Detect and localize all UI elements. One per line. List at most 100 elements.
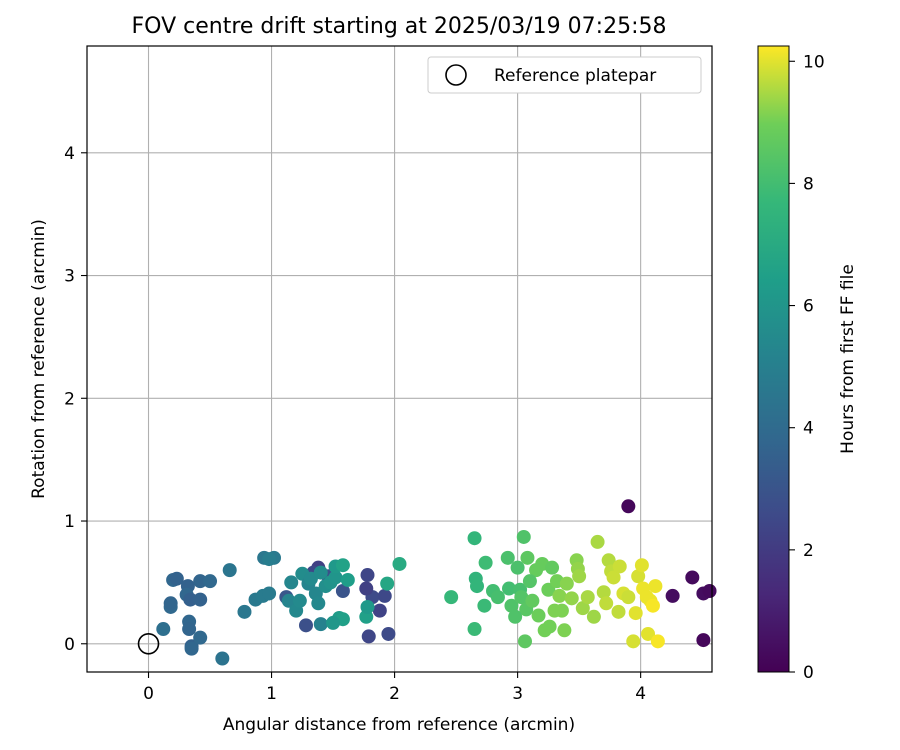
colorbar-tick-label: 4 <box>803 419 814 439</box>
scatter-point <box>169 571 184 586</box>
scatter-point <box>222 563 237 578</box>
scatter-point <box>335 558 350 573</box>
scatter-point <box>542 619 557 634</box>
colorbar: 0 2 4 6 8 10 Hours from first FF file <box>757 45 858 683</box>
scatter-point <box>504 598 519 613</box>
legend-box <box>427 56 702 94</box>
scatter-point <box>203 574 218 589</box>
scatter-point <box>372 603 387 618</box>
scatter-point <box>470 579 485 594</box>
scatter-point <box>621 590 636 605</box>
x-tick-label: 0 <box>143 684 154 704</box>
scatter-point <box>361 629 376 644</box>
colorbar-tick-label: 2 <box>803 541 814 561</box>
scatter-point <box>490 590 505 605</box>
scatter-point <box>262 552 277 567</box>
scatter-point <box>517 634 532 649</box>
scatter-point <box>193 592 208 607</box>
scatter-point <box>702 583 717 598</box>
reference-platepar-marker <box>137 632 160 655</box>
legend: Reference platepar <box>427 56 702 94</box>
y-tick-label: 3 <box>64 267 75 287</box>
x-axis-ticks: 0 1 2 3 4 <box>143 672 646 704</box>
scatter-point <box>193 630 208 645</box>
y-tick-label: 4 <box>64 144 75 164</box>
plot-area: 0 1 2 3 4 0 1 2 3 4 <box>64 45 717 704</box>
scatter-point <box>477 598 492 613</box>
scatter-point <box>340 572 355 587</box>
scatter-point <box>545 560 560 575</box>
legend-marker-icon <box>445 64 467 86</box>
chart-title: FOV centre drift starting at 2025/03/19 … <box>132 14 667 39</box>
scatter-point <box>564 591 579 606</box>
scatter-point <box>380 576 395 591</box>
y-tick-label: 0 <box>64 635 75 655</box>
scatter-point <box>541 582 556 597</box>
scatter-point <box>552 588 567 603</box>
scatter-point <box>596 585 611 600</box>
scatter-point <box>572 569 587 584</box>
colorbar-tick-label: 10 <box>803 52 825 72</box>
scatter-point <box>262 586 277 601</box>
grid-lines <box>87 46 712 672</box>
scatter-point <box>360 568 375 583</box>
scatter-point <box>510 560 525 575</box>
x-tick-label: 1 <box>266 684 277 704</box>
scatter-point <box>590 534 605 549</box>
scatter-point <box>392 556 407 571</box>
scatter-point <box>586 609 601 624</box>
plot-frame <box>86 45 713 673</box>
scatter-point <box>621 499 636 514</box>
scatter-point <box>522 574 537 589</box>
scatter-point <box>554 603 569 618</box>
x-tick-label: 3 <box>512 684 523 704</box>
scatter-point <box>183 592 198 607</box>
scatter-point <box>313 617 328 632</box>
y-axis-title: Rotation from reference (arcmin) <box>29 219 49 499</box>
scatter-point <box>467 622 482 637</box>
scatter-point <box>467 531 482 546</box>
scatter-point <box>377 588 392 603</box>
colorbar-tick-label: 0 <box>803 663 814 683</box>
scatter-point <box>696 633 711 648</box>
scatter-point <box>516 529 531 544</box>
scatter-point <box>292 593 307 608</box>
scatter-point <box>193 574 208 589</box>
colorbar-tick-label: 6 <box>803 297 814 317</box>
colorbar-tick-label: 8 <box>803 174 814 194</box>
colorbar-ticks: 0 2 4 6 8 10 <box>789 52 825 683</box>
scatter-point <box>326 615 341 630</box>
scatter-point <box>156 622 171 637</box>
scatter-point <box>580 590 595 605</box>
scatter-point <box>298 618 313 633</box>
scatter-points <box>156 499 717 666</box>
scatter-point <box>508 609 523 624</box>
y-tick-label: 2 <box>64 389 75 409</box>
scatter-point <box>500 550 515 565</box>
scatter-point <box>665 588 680 603</box>
scatter-point <box>575 601 590 616</box>
scatter-point <box>335 583 350 598</box>
scatter-point <box>685 570 700 585</box>
scatter-point <box>328 570 343 585</box>
scatter-point <box>525 593 540 608</box>
scatter-point <box>313 565 328 580</box>
scatter-point <box>606 570 621 585</box>
colorbar-title: Hours from first FF file <box>838 264 858 454</box>
scatter-point <box>612 559 627 574</box>
scatter-point <box>648 579 663 594</box>
x-tick-label: 2 <box>389 684 400 704</box>
scatter-point <box>641 626 656 641</box>
x-tick-label: 4 <box>635 684 646 704</box>
y-axis-ticks: 0 1 2 3 4 <box>64 144 87 655</box>
scatter-point <box>626 634 641 649</box>
scatter-point <box>531 608 546 623</box>
scatter-point <box>628 606 643 621</box>
scatter-point <box>478 555 493 570</box>
scatter-point <box>182 622 197 637</box>
scatter-point <box>557 623 572 638</box>
scatter-point <box>381 626 396 641</box>
scatter-point <box>359 581 374 596</box>
scatter-point <box>650 634 665 649</box>
scatter-point <box>215 651 230 666</box>
